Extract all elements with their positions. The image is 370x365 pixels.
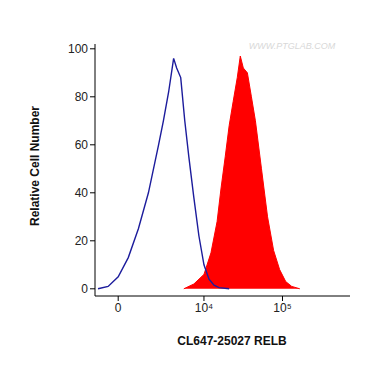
svg-text:100: 100 <box>68 42 88 56</box>
svg-text:0: 0 <box>81 282 88 296</box>
svg-text:80: 80 <box>75 90 89 104</box>
html-text:CL647-25027 RELB: CL647-25027 RELB <box>177 334 287 348</box>
svg-text:60: 60 <box>75 138 89 152</box>
svg-text:10⁴: 10⁴ <box>195 301 214 315</box>
html-text:WWW.PTGLAB.COM: WWW.PTGLAB.COM <box>248 41 336 51</box>
svg-text:0: 0 <box>115 301 122 315</box>
svg-text:10⁵: 10⁵ <box>273 301 291 315</box>
svg-text:40: 40 <box>75 186 89 200</box>
html-text:Relative Cell Number: Relative Cell Number <box>28 106 42 226</box>
svg-text:20: 20 <box>75 234 89 248</box>
